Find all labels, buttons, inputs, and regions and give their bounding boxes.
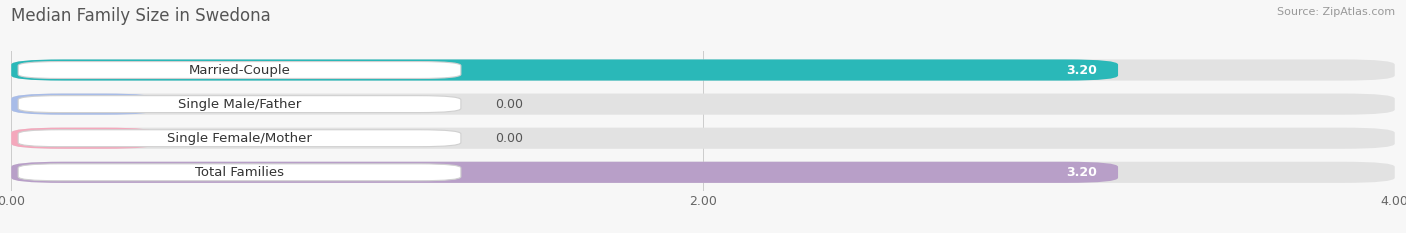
FancyBboxPatch shape	[18, 130, 461, 147]
FancyBboxPatch shape	[11, 93, 156, 115]
FancyBboxPatch shape	[11, 93, 1395, 115]
FancyBboxPatch shape	[11, 162, 1118, 183]
Text: Married-Couple: Married-Couple	[188, 64, 291, 76]
Text: 3.20: 3.20	[1066, 166, 1097, 179]
FancyBboxPatch shape	[11, 59, 1118, 81]
Text: Source: ZipAtlas.com: Source: ZipAtlas.com	[1277, 7, 1395, 17]
Text: 0.00: 0.00	[495, 132, 523, 145]
FancyBboxPatch shape	[18, 164, 461, 181]
FancyBboxPatch shape	[11, 128, 156, 149]
FancyBboxPatch shape	[11, 162, 1395, 183]
FancyBboxPatch shape	[11, 128, 1395, 149]
FancyBboxPatch shape	[18, 96, 461, 113]
Text: Single Female/Mother: Single Female/Mother	[167, 132, 312, 145]
Text: Total Families: Total Families	[195, 166, 284, 179]
Text: Single Male/Father: Single Male/Father	[179, 98, 301, 111]
Text: Median Family Size in Swedona: Median Family Size in Swedona	[11, 7, 271, 25]
Text: 3.20: 3.20	[1066, 64, 1097, 76]
Text: 0.00: 0.00	[495, 98, 523, 111]
FancyBboxPatch shape	[11, 59, 1395, 81]
FancyBboxPatch shape	[18, 62, 461, 79]
